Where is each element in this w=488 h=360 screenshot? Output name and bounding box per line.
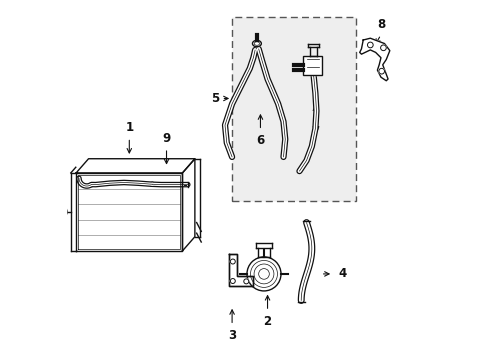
Bar — [232, 17, 355, 201]
Text: 5: 5 — [211, 92, 219, 105]
Text: 6: 6 — [256, 134, 264, 147]
Ellipse shape — [59, 206, 67, 217]
Circle shape — [246, 257, 281, 291]
Text: 4: 4 — [338, 267, 346, 280]
Text: 7: 7 — [311, 125, 319, 138]
Circle shape — [230, 259, 235, 264]
Circle shape — [378, 68, 384, 74]
Text: 8: 8 — [376, 18, 384, 31]
Circle shape — [380, 45, 386, 51]
Circle shape — [230, 279, 235, 283]
Circle shape — [367, 42, 372, 48]
Polygon shape — [359, 38, 389, 81]
Text: 3: 3 — [227, 329, 236, 342]
Bar — [303, 56, 322, 76]
Circle shape — [244, 279, 248, 284]
Ellipse shape — [252, 40, 261, 47]
Text: 9: 9 — [162, 131, 170, 145]
Polygon shape — [228, 255, 252, 286]
Text: 1: 1 — [125, 121, 133, 134]
Bar — [303, 56, 322, 76]
Text: 2: 2 — [263, 315, 271, 328]
